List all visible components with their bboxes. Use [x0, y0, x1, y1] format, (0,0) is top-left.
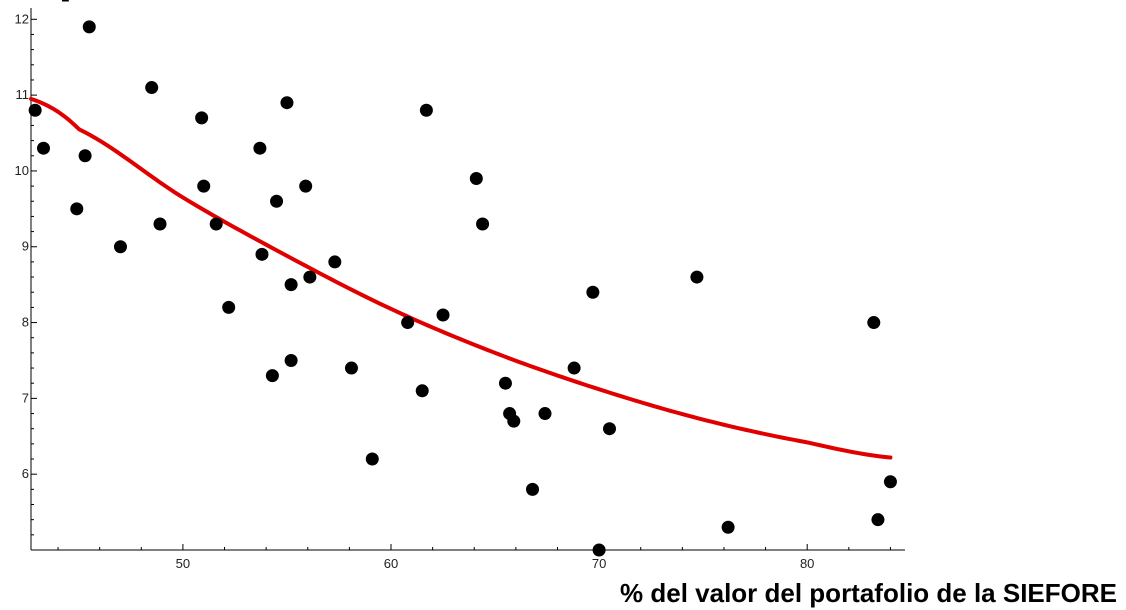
data-point	[284, 353, 298, 367]
data-point	[867, 316, 881, 330]
data-point	[603, 422, 617, 436]
data-point	[567, 361, 581, 375]
data-point	[436, 308, 450, 322]
data-point	[303, 270, 317, 284]
fit-curve-group	[29, 96, 893, 460]
data-point	[113, 240, 127, 254]
fit-curve	[29, 96, 893, 460]
data-point	[344, 361, 358, 375]
data-point	[415, 384, 429, 398]
data-point	[280, 96, 294, 110]
y-tick-label: 9	[22, 239, 29, 254]
data-point	[538, 407, 552, 421]
data-point	[70, 202, 84, 216]
data-point	[592, 543, 606, 557]
data-point	[28, 103, 42, 117]
data-point	[507, 414, 521, 428]
data-point	[469, 172, 483, 186]
x-tick-label: 70	[592, 556, 606, 571]
data-point	[328, 255, 342, 269]
data-point	[197, 179, 211, 193]
data-point	[253, 141, 267, 155]
data-point	[153, 217, 167, 231]
data-point	[883, 475, 897, 489]
x-tick-label: 80	[800, 556, 814, 571]
y-tick-label: 8	[22, 315, 29, 330]
y-tick-label: 6	[22, 466, 29, 481]
y-tick-label: 12	[15, 11, 29, 26]
y-tick-label: 7	[22, 390, 29, 405]
data-point	[586, 285, 600, 299]
data-point	[871, 513, 885, 527]
data-point	[365, 452, 379, 466]
data-point	[82, 20, 96, 34]
data-point	[419, 103, 433, 117]
data-point	[255, 247, 269, 261]
data-point	[299, 179, 313, 193]
data-point	[498, 376, 512, 390]
data-point	[284, 278, 298, 292]
y-tick-label: 10	[15, 163, 29, 178]
x-axis-title: % del valor del portafolio de la SIEFORE	[620, 578, 1117, 608]
data-point	[690, 270, 704, 284]
data-point	[401, 316, 415, 330]
data-point	[222, 300, 236, 314]
y-tick-label: 11	[16, 87, 30, 102]
top-cropped-text: ...] ... ..., ..., ...	[40, 0, 200, 2]
data-point	[145, 81, 159, 95]
data-point	[721, 520, 735, 534]
x-tick-label: 50	[176, 556, 190, 571]
x-tick-label: 60	[384, 556, 398, 571]
data-point	[36, 141, 50, 155]
data-point	[526, 482, 540, 496]
data-point	[78, 149, 92, 163]
data-point	[476, 217, 490, 231]
data-point	[265, 369, 279, 383]
data-point	[270, 194, 284, 208]
data-point	[209, 217, 223, 231]
points-group	[28, 20, 897, 557]
data-point	[195, 111, 209, 125]
